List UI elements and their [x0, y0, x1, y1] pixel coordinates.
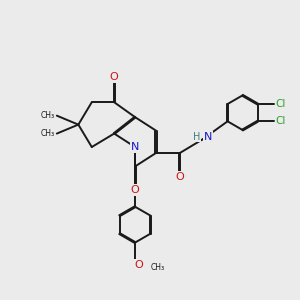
Text: CH₃: CH₃ [151, 263, 165, 272]
Text: N: N [131, 142, 139, 152]
Text: O: O [134, 260, 143, 270]
Text: N: N [203, 132, 212, 142]
Text: CH₃: CH₃ [40, 129, 54, 138]
Text: O: O [176, 172, 184, 182]
Text: Cl: Cl [275, 116, 286, 126]
Text: O: O [110, 72, 118, 82]
Text: Cl: Cl [275, 99, 286, 109]
Text: CH₃: CH₃ [40, 111, 54, 120]
Text: H: H [193, 132, 201, 142]
Text: O: O [131, 185, 140, 195]
